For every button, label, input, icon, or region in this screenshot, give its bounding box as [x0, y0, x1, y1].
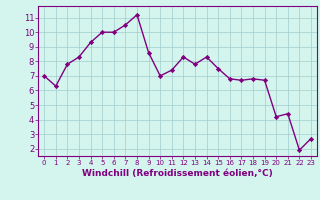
X-axis label: Windchill (Refroidissement éolien,°C): Windchill (Refroidissement éolien,°C): [82, 169, 273, 178]
